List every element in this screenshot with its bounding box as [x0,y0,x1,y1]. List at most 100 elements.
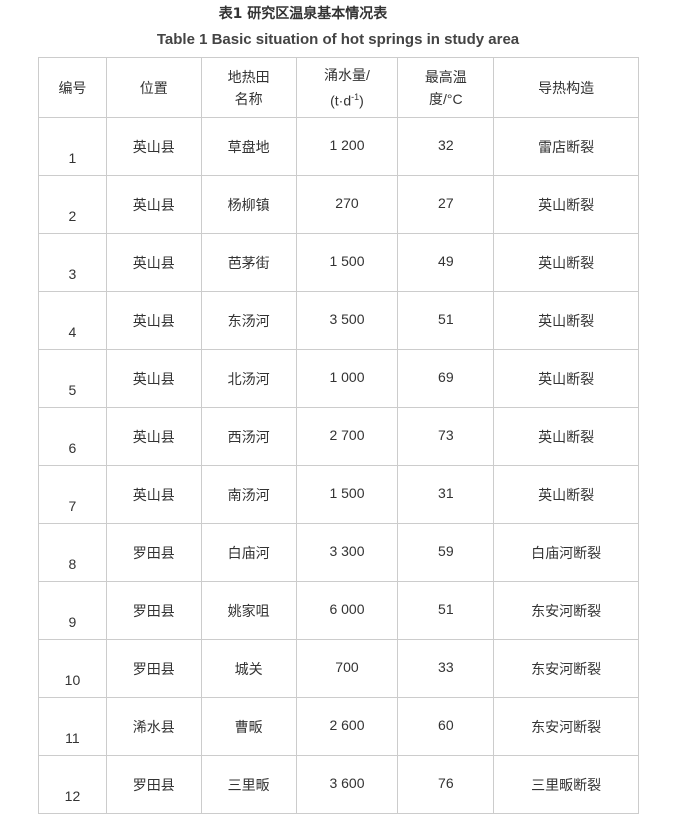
header-structure: 导热构造 [493,57,639,118]
header-row: 编号 位置 地热田名称 涌水量/ (t·d-1) 最高温度/°C 导热构造 [38,57,639,118]
header-flow-unit: (t·d [330,92,352,109]
cell-location: 浠水县 [105,697,202,756]
cell-flow: 1 200 [295,117,399,176]
header-temp-line2: 度/°C [429,90,463,107]
cell-location: 英山县 [105,349,202,408]
cell-structure: 三里畈断裂 [493,755,639,814]
cell-no: 12 [38,755,107,814]
cell-no: 4 [38,291,107,350]
header-field-name: 地热田 名称 [200,57,297,118]
cell-temp: 69 [397,349,495,408]
cell-location: 罗田县 [105,581,202,640]
table-row: 5 英山县 北汤河 1 000 69 英山断裂 [38,349,639,408]
cell-temp: 59 [397,523,495,582]
cell-no: 1 [38,117,107,176]
cell-structure: 英山断裂 [493,233,639,292]
table-row: 11 浠水县 曹畈 2 600 60 东安河断裂 [38,697,639,756]
cell-location: 罗田县 [105,755,202,814]
table-title-en: Table 1 Basic situation of hot springs i… [156,31,520,48]
cell-field-name: 北汤河 [200,349,297,408]
cell-flow: 2 600 [295,697,399,756]
cell-no: 9 [38,581,107,640]
cell-flow: 3 300 [295,523,399,582]
cell-structure: 英山断裂 [493,465,639,524]
cell-structure: 东安河断裂 [493,697,639,756]
header-flow-close: ) [359,92,364,109]
cell-structure: 英山断裂 [493,175,639,234]
cell-flow: 700 [295,639,399,698]
header-flow-line1: 涌水量/ [324,66,370,83]
cell-structure: 白庙河断裂 [493,523,639,582]
header-flow: 涌水量/ (t·d-1) [295,57,399,118]
cell-field-name: 城关 [200,639,297,698]
cell-flow: 6 000 [295,581,399,640]
cell-temp: 51 [397,581,495,640]
cell-temp: 73 [397,407,495,466]
cell-structure: 英山断裂 [493,349,639,408]
cell-field-name: 三里畈 [200,755,297,814]
cell-no: 11 [38,697,107,756]
cell-location: 罗田县 [105,639,202,698]
cell-location: 英山县 [105,407,202,466]
cell-flow: 3 500 [295,291,399,350]
header-field-line1: 地热田 [227,68,270,85]
cell-no: 7 [38,465,107,524]
table-row: 4 英山县 东汤河 3 500 51 英山断裂 [38,291,639,350]
cell-field-name: 草盘地 [200,117,297,176]
cell-location: 罗田县 [105,523,202,582]
header-field-line2: 名称 [234,90,263,107]
header-flow-sup: -1 [351,91,360,102]
cell-flow: 270 [295,175,399,234]
table-row: 9 罗田县 姚家咀 6 000 51 东安河断裂 [38,581,639,640]
cell-field-name: 芭茅街 [200,233,297,292]
cell-no: 10 [38,639,107,698]
cell-field-name: 姚家咀 [200,581,297,640]
cell-location: 英山县 [105,117,202,176]
cell-field-name: 东汤河 [200,291,297,350]
cell-location: 英山县 [105,175,202,234]
cell-temp: 76 [397,755,495,814]
table-row: 12 罗田县 三里畈 3 600 76 三里畈断裂 [38,755,639,814]
cell-no: 2 [38,175,107,234]
cell-temp: 51 [397,291,495,350]
cell-no: 5 [38,349,107,408]
header-location: 位置 [105,57,202,118]
table-row: 2 英山县 杨柳镇 270 27 英山断裂 [38,175,639,234]
table-row: 8 罗田县 白庙河 3 300 59 白庙河断裂 [38,523,639,582]
cell-field-name: 南汤河 [200,465,297,524]
cell-flow: 1 500 [295,465,399,524]
cell-flow: 1 500 [295,233,399,292]
cell-field-name: 西汤河 [200,407,297,466]
table-row: 6 英山县 西汤河 2 700 73 英山断裂 [38,407,639,466]
cell-temp: 60 [397,697,495,756]
cell-no: 6 [38,407,107,466]
header-temp-line1: 最高温 [424,68,467,85]
cell-structure: 英山断裂 [493,407,639,466]
cell-field-name: 白庙河 [200,523,297,582]
cell-temp: 32 [397,117,495,176]
header-temp: 最高温度/°C [397,57,495,118]
cell-structure: 东安河断裂 [493,581,639,640]
cell-field-name: 杨柳镇 [200,175,297,234]
hot-springs-table: 编号 位置 地热田 名称 涌水量/(t·d-1) 最高温 度/°C 导热构造 1 英山… [38,57,639,814]
cell-flow: 1 000 [295,349,399,408]
cell-location: 英山县 [105,233,202,292]
header-no: 编号 [38,57,107,118]
cell-temp: 33 [397,639,495,698]
cell-no: 3 [38,233,107,292]
cell-temp: 31 [397,465,495,524]
cell-field-name: 曹畈 [200,697,297,756]
cell-structure: 东安河断裂 [493,639,639,698]
cell-flow: 2 700 [295,407,399,466]
cell-location: 英山县 [105,465,202,524]
cell-temp: 27 [397,175,495,234]
cell-no: 8 [38,523,107,582]
table-title-cn: 表1 研究区温泉基本情况表 [218,6,388,22]
table-row: 1 英山县 草盘地 1 200 32 雷店断裂 [38,117,639,176]
table-row: 7 英山县 南汤河 1 500 31 英山断裂 [38,465,639,524]
cell-flow: 3 600 [295,755,399,814]
table-row: 10 罗田县 城关 700 33 东安河断裂 [38,639,639,698]
cell-location: 英山县 [105,291,202,350]
cell-temp: 49 [397,233,495,292]
cell-structure: 英山断裂 [493,291,639,350]
